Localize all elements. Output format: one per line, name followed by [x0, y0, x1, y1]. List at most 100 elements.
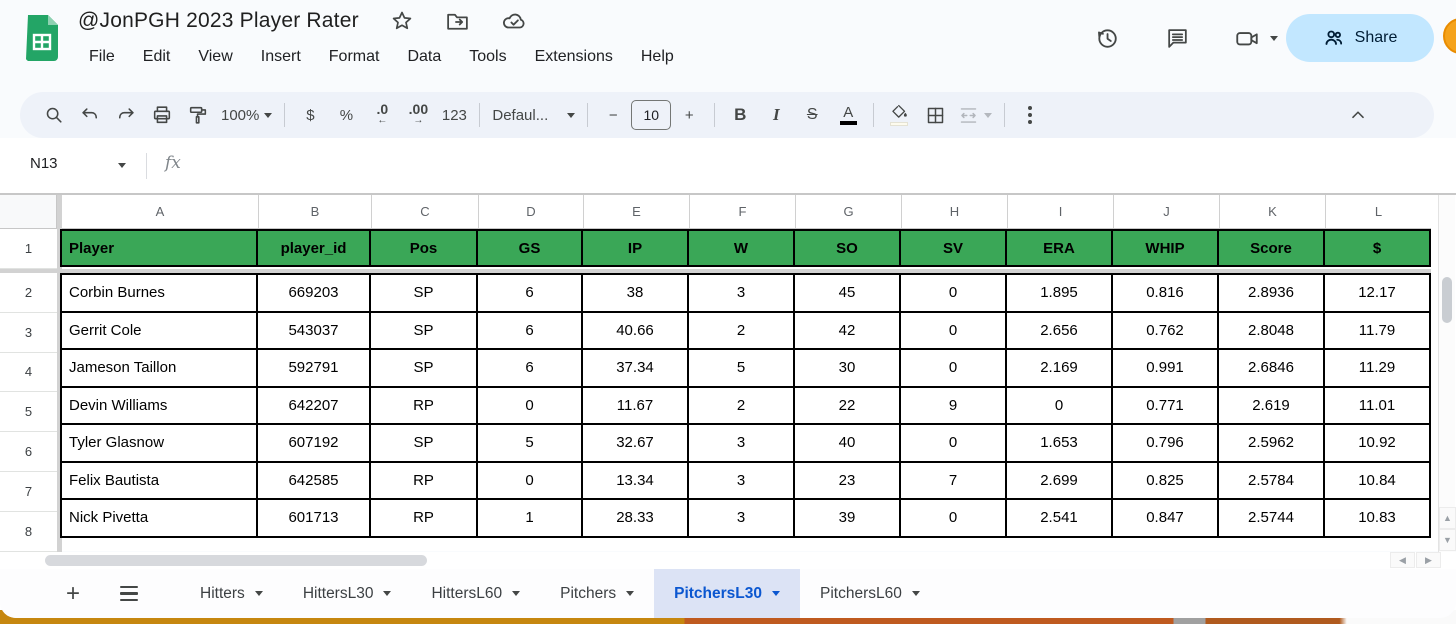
menu-format[interactable]: Format [328, 48, 380, 65]
cell-l7[interactable]: 10.84 [1323, 460, 1431, 500]
cell-b1[interactable]: player_id [256, 229, 371, 267]
menu-data[interactable]: Data [407, 48, 442, 65]
cell-h2[interactable]: 0 [899, 273, 1007, 313]
tab-caret-icon[interactable] [383, 591, 392, 596]
column-header-f[interactable]: F [689, 195, 795, 228]
row-header-2[interactable]: 2 [0, 273, 57, 313]
row-header-7[interactable]: 7 [0, 471, 57, 512]
column-header-c[interactable]: C [371, 195, 478, 228]
menu-edit[interactable]: Edit [142, 48, 171, 65]
column-header-l[interactable]: L [1325, 195, 1431, 228]
cell-k7[interactable]: 2.5784 [1217, 460, 1325, 500]
hide-menus-button[interactable] [1340, 98, 1376, 132]
cell-l2[interactable]: 12.17 [1323, 273, 1431, 313]
cell-b5[interactable]: 642207 [256, 385, 371, 425]
cell-d6[interactable]: 5 [476, 423, 583, 463]
menu-extensions[interactable]: Extensions [534, 48, 613, 65]
cell-k2[interactable]: 2.8936 [1217, 273, 1325, 313]
tab-pitchers[interactable]: Pitchers [540, 569, 654, 618]
cell-h6[interactable]: 0 [899, 423, 1007, 463]
row-header-8[interactable]: 8 [0, 511, 57, 552]
cell-c3[interactable]: SP [369, 310, 478, 350]
cell-l3[interactable]: 11.79 [1323, 310, 1431, 350]
cell-b3[interactable]: 543037 [256, 310, 371, 350]
cell-h1[interactable]: SV [899, 229, 1007, 267]
redo-button[interactable] [108, 98, 144, 132]
cell-g4[interactable]: 30 [793, 348, 901, 388]
video-call-icon[interactable] [1234, 25, 1260, 51]
horizontal-scrollbar[interactable]: ◀ ▶ [0, 552, 1456, 569]
horizontal-scrollbar-thumb[interactable] [45, 555, 427, 566]
cell-g6[interactable]: 40 [793, 423, 901, 463]
cell-f8[interactable]: 3 [687, 498, 795, 538]
increase-decimal-button[interactable]: .00 → [400, 98, 436, 132]
cell-f5[interactable]: 2 [687, 385, 795, 425]
cell-e5[interactable]: 11.67 [581, 385, 689, 425]
cell-k3[interactable]: 2.8048 [1217, 310, 1325, 350]
cell-h4[interactable]: 0 [899, 348, 1007, 388]
cell-e8[interactable]: 28.33 [581, 498, 689, 538]
cell-i4[interactable]: 2.169 [1005, 348, 1113, 388]
decrease-font-size-button[interactable]: − [608, 106, 618, 124]
cell-h7[interactable]: 7 [899, 460, 1007, 500]
scroll-left-button[interactable]: ◀ [1390, 552, 1415, 568]
cell-g1[interactable]: SO [793, 229, 901, 267]
cell-g7[interactable]: 23 [793, 460, 901, 500]
cell-g2[interactable]: 45 [793, 273, 901, 313]
all-sheets-button[interactable] [120, 585, 139, 602]
cell-l5[interactable]: 11.01 [1323, 385, 1431, 425]
frozen-pane-divider-horizontal[interactable] [0, 269, 1431, 273]
cell-g5[interactable]: 22 [793, 385, 901, 425]
document-title[interactable]: @JonPGH 2023 Player Rater [78, 9, 359, 32]
name-box[interactable]: N13 [30, 155, 58, 172]
cell-d8[interactable]: 1 [476, 498, 583, 538]
cell-f7[interactable]: 3 [687, 460, 795, 500]
cell-k1[interactable]: Score [1217, 229, 1325, 267]
formula-input[interactable] [200, 138, 1400, 193]
font-select[interactable]: Defaul... [487, 98, 580, 132]
menu-view[interactable]: View [198, 48, 233, 65]
number-format-button[interactable]: 123 [441, 106, 467, 124]
decrease-decimal-button[interactable]: .0 ← [364, 98, 400, 132]
column-header-i[interactable]: I [1007, 195, 1113, 228]
video-call-dropdown-icon[interactable] [1270, 35, 1278, 41]
tab-caret-icon[interactable] [772, 591, 781, 596]
tab-caret-icon[interactable] [254, 591, 263, 596]
format-currency-button[interactable]: $ [306, 106, 315, 124]
cell-b8[interactable]: 601713 [256, 498, 371, 538]
column-header-e[interactable]: E [583, 195, 689, 228]
vertical-scrollbar-thumb[interactable] [1442, 277, 1452, 323]
cell-i6[interactable]: 1.653 [1005, 423, 1113, 463]
cell-j4[interactable]: 0.991 [1111, 348, 1219, 388]
cell-k5[interactable]: 2.619 [1217, 385, 1325, 425]
cell-e1[interactable]: IP [581, 229, 689, 267]
merge-cells-button[interactable] [953, 98, 997, 132]
cell-j7[interactable]: 0.825 [1111, 460, 1219, 500]
frozen-pane-divider-vertical[interactable] [57, 195, 62, 552]
cell-h8[interactable]: 0 [899, 498, 1007, 538]
tab-pitchersl30[interactable]: PitchersL30 [654, 569, 801, 618]
cell-a7[interactable]: Felix Bautista [60, 460, 258, 500]
name-box-caret-icon[interactable] [118, 163, 126, 168]
cell-k6[interactable]: 2.5962 [1217, 423, 1325, 463]
cell-f2[interactable]: 3 [687, 273, 795, 313]
cell-c1[interactable]: Pos [369, 229, 478, 267]
cell-a1[interactable]: Player [60, 229, 258, 267]
column-header-g[interactable]: G [795, 195, 901, 228]
print-button[interactable] [144, 98, 180, 132]
comments-icon[interactable] [1164, 25, 1190, 51]
row-header-1[interactable]: 1 [0, 229, 57, 269]
fill-color-button[interactable] [881, 98, 917, 132]
cell-j6[interactable]: 0.796 [1111, 423, 1219, 463]
borders-button[interactable] [917, 98, 953, 132]
cell-l1[interactable]: $ [1323, 229, 1431, 267]
scroll-down-button[interactable]: ▼ [1439, 529, 1456, 551]
cell-c5[interactable]: RP [369, 385, 478, 425]
cell-a8[interactable]: Nick Pivetta [60, 498, 258, 538]
cell-i5[interactable]: 0 [1005, 385, 1113, 425]
cell-b4[interactable]: 592791 [256, 348, 371, 388]
move-to-folder-icon[interactable] [445, 8, 471, 34]
cell-j8[interactable]: 0.847 [1111, 498, 1219, 538]
cell-d7[interactable]: 0 [476, 460, 583, 500]
select-all-corner[interactable] [0, 195, 57, 229]
